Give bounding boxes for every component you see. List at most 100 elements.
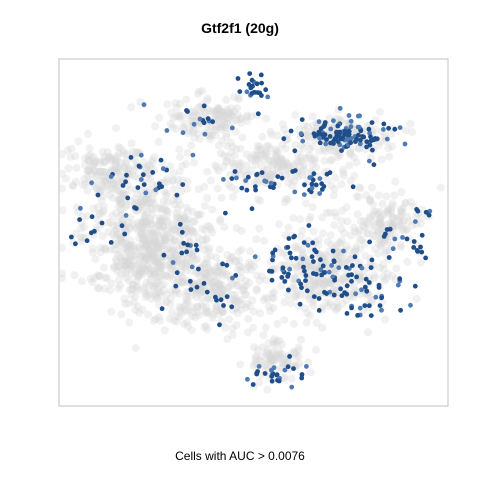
inactive-cell-point [263,385,272,394]
inactive-cell-point [99,192,107,201]
inactive-cell-point [416,258,425,267]
inactive-cell-point [290,273,299,282]
active-cell-point [99,220,105,226]
inactive-cell-point [321,251,330,259]
inactive-cell-point [205,307,214,316]
inactive-cell-point [184,322,193,331]
inactive-cell-point [293,262,302,271]
inactive-cell-point [310,156,319,165]
inactive-cell-point [268,169,277,178]
active-cell-point [413,219,418,225]
active-cell-point [350,263,355,268]
inactive-cell-point [144,239,153,248]
inactive-cell-point [228,290,237,299]
inactive-cell-point [230,107,239,116]
inactive-cell-point [238,133,247,142]
inactive-cell-point [397,188,406,196]
inactive-cell-point [162,189,171,198]
inactive-cell-point [388,272,397,280]
active-cell-point [285,274,291,279]
inactive-cell-point [187,326,196,335]
inactive-cell-point [220,267,229,276]
active-cell-point [258,72,264,78]
inactive-cell-point [275,220,284,229]
inactive-cell-point [170,200,179,209]
active-cell-point [346,113,352,118]
inactive-cell-point [266,127,275,136]
inactive-cell-point [333,153,342,161]
inactive-cell-point [112,124,120,133]
active-cell-point [248,85,254,91]
inactive-cell-point [214,268,223,277]
inactive-cell-point [209,310,218,319]
inactive-cell-point [228,324,237,333]
inactive-cell-point [145,235,154,244]
inactive-cell-point [235,262,244,271]
inactive-cell-point [178,123,187,131]
inactive-cell-point [153,222,162,231]
inactive-cell-point [171,99,180,107]
inactive-cell-point [210,107,219,116]
inactive-cell-point [131,344,140,353]
inactive-cell-point [85,157,94,166]
active-cell-point [310,177,316,183]
inactive-cell-point [182,228,191,237]
inactive-cell-point [387,205,395,214]
inactive-cell-point [113,181,122,190]
inactive-cell-point [130,172,139,181]
inactive-cell-point [308,112,317,121]
inactive-cell-point [214,115,223,124]
inactive-cell-point [111,240,120,249]
active-cell-point [210,119,216,125]
inactive-cell-point [196,210,205,219]
inactive-cell-point [375,219,384,228]
active-cell-point [319,187,325,192]
inactive-cell-point [337,217,346,226]
active-cell-point [153,187,159,193]
inactive-cell-point [220,121,229,130]
inactive-cell-point [260,149,269,158]
inactive-cell-point [268,354,277,363]
inactive-cell-point [267,130,276,139]
inactive-cell-point [113,257,121,266]
inactive-cell-point [257,145,266,154]
active-cell-point [311,294,317,299]
inactive-cell-point [318,213,327,222]
inactive-cell-point [190,228,199,236]
inactive-cell-point [231,295,240,304]
inactive-cell-point [282,171,291,180]
inactive-cell-point [114,222,122,230]
inactive-cell-point [125,285,134,294]
inactive-cell-point [303,122,312,131]
inactive-cell-point [203,294,212,303]
inactive-cell-point [163,230,172,239]
active-cell-point [237,89,243,94]
active-cell-point [316,119,322,124]
inactive-cell-point [356,217,365,226]
inactive-cell-point [325,252,334,261]
inactive-cell-point [163,245,172,254]
inactive-cell-point [331,147,340,156]
inactive-cell-point [120,262,129,271]
inactive-cell-point [207,225,216,234]
inactive-cell-point [134,260,143,269]
inactive-cell-point [219,271,228,280]
active-cell-point [366,126,372,132]
inactive-cell-point [359,222,368,231]
inactive-cell-point [91,167,100,176]
inactive-cell-point [98,208,107,217]
inactive-cell-point [126,223,134,232]
inactive-cell-point [329,191,338,200]
inactive-cell-point [176,153,184,161]
inactive-cell-point [146,174,155,183]
inactive-cell-point [157,217,166,225]
inactive-cell-point [266,170,275,179]
inactive-cell-point [381,276,389,285]
inactive-cell-point [344,255,353,264]
active-cell-point [84,238,90,244]
inactive-cell-point [167,286,176,295]
inactive-cell-point [273,353,282,362]
inactive-cell-point [291,293,300,302]
inactive-cell-point [372,207,380,216]
inactive-cell-point [100,172,109,181]
